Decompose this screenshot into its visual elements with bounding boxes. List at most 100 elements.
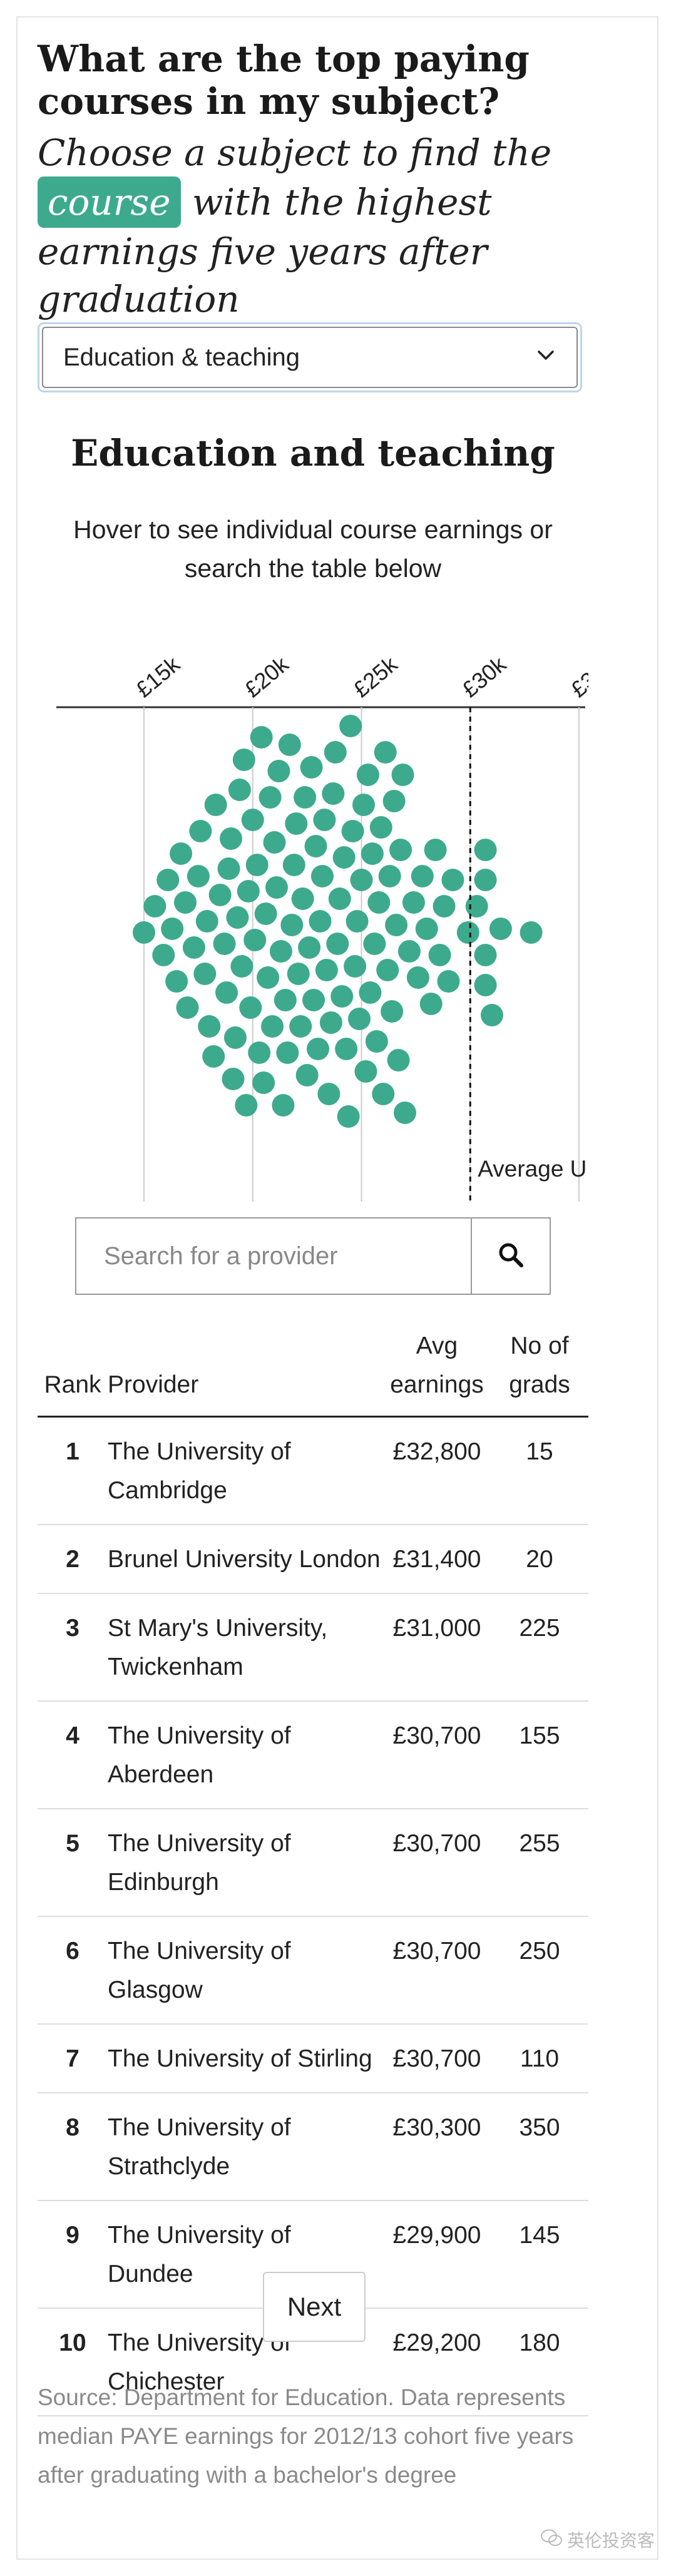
row-rank: 1 bbox=[38, 1416, 108, 1525]
course-dot bbox=[489, 917, 512, 940]
table-row: 3 St Mary's University, Twickenham £31,0… bbox=[38, 1593, 588, 1702]
row-grads: 180 bbox=[491, 2308, 588, 2416]
row-grads: 250 bbox=[491, 1916, 588, 2025]
course-dot bbox=[223, 1026, 247, 1049]
course-dot bbox=[294, 786, 317, 809]
row-rank: 4 bbox=[38, 1701, 108, 1809]
x-tick-label: £15k bbox=[131, 651, 185, 702]
course-dot bbox=[481, 1004, 503, 1026]
course-dot bbox=[465, 895, 488, 917]
table-row: 1 The University of Cambridge £32,800 15 bbox=[38, 1416, 588, 1525]
subject-select[interactable]: Education & teaching bbox=[42, 327, 578, 388]
x-tick-label: £25k bbox=[348, 651, 402, 702]
course-dot bbox=[133, 921, 155, 944]
course-dot bbox=[326, 933, 349, 955]
course-dot bbox=[339, 715, 362, 737]
course-dot bbox=[424, 839, 447, 861]
course-dot bbox=[195, 910, 218, 933]
row-rank: 10 bbox=[38, 2308, 108, 2416]
table-row: 6 The University of Glasgow £30,700 250 bbox=[38, 1916, 588, 2025]
course-dot bbox=[406, 966, 429, 989]
course-dot bbox=[176, 996, 199, 1019]
row-rank: 2 bbox=[38, 1525, 108, 1594]
course-dot bbox=[378, 865, 401, 887]
course-dot bbox=[235, 1094, 258, 1117]
course-dot bbox=[315, 959, 338, 981]
row-earnings: £30,700 bbox=[383, 1701, 491, 1809]
course-dot bbox=[402, 891, 425, 914]
course-dot bbox=[520, 921, 543, 944]
course-dot bbox=[307, 1038, 329, 1060]
next-page-button[interactable]: Next bbox=[263, 2272, 366, 2342]
course-dot bbox=[365, 1030, 388, 1053]
course-dot bbox=[243, 929, 267, 951]
row-earnings: £29,200 bbox=[383, 2308, 491, 2416]
course-dot bbox=[232, 749, 255, 771]
row-rank: 6 bbox=[38, 1916, 108, 2025]
interactive-content: What are the top paying courses in my su… bbox=[38, 38, 588, 2488]
course-dot bbox=[391, 764, 414, 786]
row-earnings: £30,700 bbox=[383, 1916, 491, 2025]
row-earnings: £30,700 bbox=[383, 2024, 491, 2093]
search-icon bbox=[497, 1241, 525, 1272]
course-dot bbox=[213, 933, 236, 955]
course-dot bbox=[394, 1101, 416, 1124]
course-dot bbox=[174, 891, 197, 914]
course-dot bbox=[241, 809, 264, 831]
course-dot bbox=[261, 1015, 284, 1038]
course-dot bbox=[143, 895, 166, 917]
course-dot bbox=[204, 794, 227, 816]
course-dot bbox=[245, 854, 269, 876]
row-provider: The University of Cambridge bbox=[108, 1416, 383, 1525]
row-earnings: £30,300 bbox=[383, 2093, 491, 2201]
course-dot bbox=[381, 1000, 404, 1023]
row-grads: 15 bbox=[491, 1416, 588, 1525]
course-dot bbox=[230, 955, 253, 978]
row-provider: The University of Stirling bbox=[108, 2024, 383, 2093]
row-rank: 8 bbox=[38, 2093, 108, 2201]
results-table: Rank Provider Avg earnings No of grads 1… bbox=[38, 1327, 588, 2416]
standfirst: Choose a subject to find the course with… bbox=[38, 129, 588, 323]
course-dot bbox=[382, 790, 406, 812]
row-grads: 255 bbox=[491, 1809, 588, 1917]
standfirst-after: with the highest earnings five years aft… bbox=[38, 181, 492, 320]
course-dot bbox=[237, 880, 260, 902]
course-dot bbox=[263, 831, 286, 854]
course-dot bbox=[411, 865, 434, 887]
search-button[interactable] bbox=[471, 1219, 550, 1294]
course-dot bbox=[228, 779, 251, 801]
course-dot bbox=[265, 876, 288, 899]
course-dot bbox=[372, 1083, 395, 1105]
row-rank: 5 bbox=[38, 1809, 108, 1917]
course-dot bbox=[361, 842, 384, 865]
course-dot bbox=[287, 963, 310, 985]
table-row: 4 The University of Aberdeen £30,700 155 bbox=[38, 1701, 588, 1809]
course-dot bbox=[298, 936, 321, 959]
course-dot bbox=[250, 726, 273, 749]
course-dot bbox=[419, 993, 443, 1015]
course-dot bbox=[330, 985, 354, 1008]
x-tick-label: £35k bbox=[566, 651, 588, 702]
x-tick-label: £20k bbox=[240, 651, 294, 702]
course-dot bbox=[441, 869, 464, 891]
row-earnings: £30,700 bbox=[383, 1809, 491, 1917]
provider-search-input[interactable] bbox=[76, 1219, 471, 1294]
course-dot bbox=[387, 1049, 410, 1071]
course-dot bbox=[352, 794, 375, 816]
course-dot bbox=[341, 820, 364, 842]
course-dot bbox=[313, 809, 336, 831]
course-dot bbox=[456, 921, 479, 944]
row-provider: The University of Edinburgh bbox=[108, 1809, 383, 1917]
row-earnings: £32,800 bbox=[383, 1416, 491, 1525]
course-dot bbox=[317, 1083, 341, 1105]
course-dot bbox=[289, 1015, 312, 1038]
row-grads: 225 bbox=[491, 1593, 588, 1702]
chart-title: Education and teaching bbox=[71, 432, 555, 474]
course-dot bbox=[198, 1015, 221, 1038]
course-dot bbox=[332, 846, 356, 869]
course-dot bbox=[239, 996, 262, 1019]
table-row: 8 The University of Strathclyde £30,300 … bbox=[38, 2093, 588, 2201]
wechat-icon bbox=[540, 2529, 562, 2551]
course-dot bbox=[389, 839, 412, 861]
row-rank: 3 bbox=[38, 1593, 108, 1702]
